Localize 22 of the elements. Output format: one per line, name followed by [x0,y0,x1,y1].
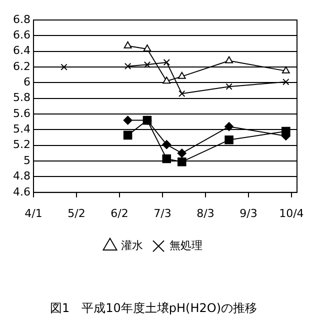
y-tick-label: 6.4 [12,44,30,58]
y-tick-label: 6.2 [12,60,30,73]
y-tick-label: 6.8 [12,12,30,26]
x-tick-label: 9/3 [240,206,258,220]
x-tick-label: 8/3 [196,206,214,220]
y-tick-label: 4.8 [12,170,30,183]
y-tick-label: 5.8 [12,91,30,104]
y-tick-label: 5 [23,154,30,167]
legend-label: 無処理 [170,238,202,252]
x-tick-label: 5/2 [68,206,86,220]
y-tick-label: 4.6 [12,185,30,198]
x-tick-label: 7/3 [154,206,172,220]
y-tick-label: 6.6 [12,28,30,42]
y-tick-label: 5.6 [12,106,30,120]
legend-label: 灌水 [121,238,143,252]
text: 図1 平成10年度土壌pH(H2O)の推移 [50,300,258,315]
x-tick-label: 10/4 [279,206,304,220]
x-tick-label: 4/1 [24,206,42,220]
y-tick-label: 5.2 [12,138,30,152]
x-tick-label: 6/2 [110,206,128,220]
y-tick-label: 6 [23,76,30,89]
y-tick-label: 5.4 [12,122,30,136]
